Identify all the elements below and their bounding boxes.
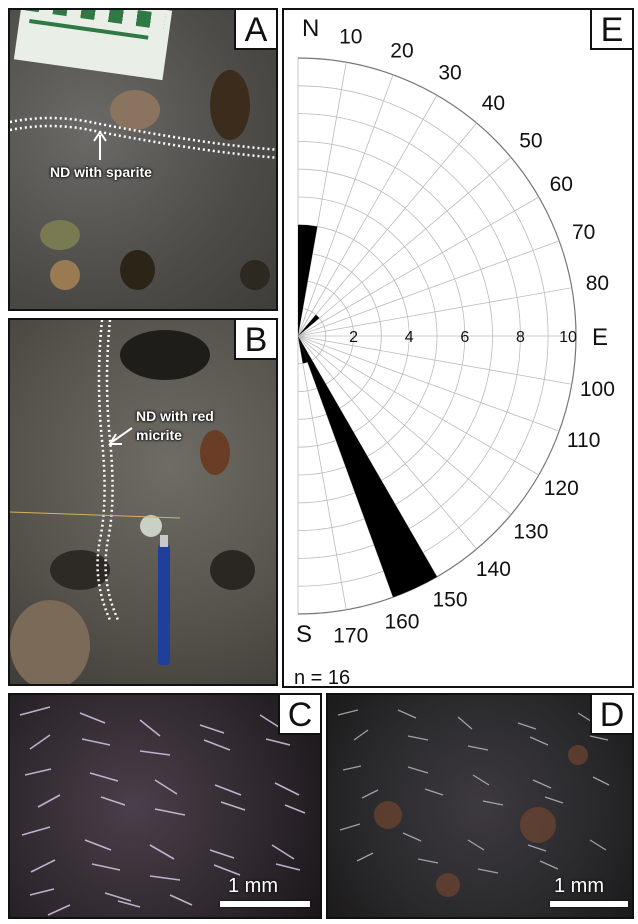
panel-b-annotation-line2: micrite bbox=[136, 427, 182, 443]
panel-c-letter: C bbox=[278, 695, 320, 735]
grid-spoke bbox=[297, 122, 478, 337]
panel-e-letter: E bbox=[590, 10, 632, 50]
sparite-vein-outline bbox=[10, 116, 276, 160]
grid-spoke bbox=[297, 335, 539, 476]
rose-diagram-panel: 2 4 6 8 10 10 20 30 40 50 60 70 80 100 110 120 130 140 150… bbox=[282, 8, 634, 688]
panel-b-letter: B bbox=[234, 320, 276, 360]
crystal-texture-d bbox=[337, 709, 610, 897]
angle-label: 80 bbox=[586, 272, 609, 295]
grid-spoke bbox=[297, 335, 560, 432]
grid-spoke bbox=[297, 196, 539, 337]
panel-a-letter: A bbox=[234, 10, 276, 50]
grid-spoke bbox=[297, 287, 572, 337]
radial-tick-label: 4 bbox=[405, 329, 414, 346]
south-label: S bbox=[296, 621, 312, 648]
petal-0-10 bbox=[298, 224, 318, 336]
scale-bar-d bbox=[550, 901, 628, 907]
radial-tick-label: 8 bbox=[516, 329, 525, 346]
micrite-vein-outline bbox=[10, 320, 181, 621]
panel-d-letter: D bbox=[590, 695, 632, 735]
micrograph-panel-d: 1 mm D bbox=[326, 693, 634, 919]
pencil bbox=[158, 535, 170, 665]
angle-label: 30 bbox=[438, 62, 461, 85]
grid-spoke bbox=[297, 156, 512, 337]
angle-label: 130 bbox=[513, 520, 548, 543]
angle-label: 60 bbox=[550, 173, 573, 196]
scale-bar-c bbox=[220, 901, 310, 907]
grid-spoke bbox=[297, 335, 512, 516]
photo-panel-a: ND with sparite A bbox=[8, 8, 278, 311]
petal-150-160 bbox=[298, 336, 437, 598]
scale-label-c: 1 mm bbox=[228, 875, 278, 897]
grid-spoke bbox=[297, 74, 394, 337]
angle-label: 170 bbox=[333, 624, 368, 647]
petal-40-50 bbox=[298, 314, 320, 336]
angle-label: 50 bbox=[519, 130, 542, 153]
sample-count-label: n = 16 bbox=[294, 667, 350, 686]
angle-label: 110 bbox=[567, 429, 600, 452]
angle-label: 140 bbox=[476, 558, 511, 581]
angle-label: 160 bbox=[384, 611, 419, 634]
angle-label: 20 bbox=[390, 39, 413, 62]
north-label: N bbox=[302, 15, 319, 42]
petal-160-170 bbox=[298, 336, 308, 364]
crystal-texture-c bbox=[19, 706, 306, 916]
photo-panel-b: ND with red micrite B bbox=[8, 318, 278, 686]
rose-petals bbox=[298, 224, 437, 598]
micrograph-panel-c: 1 mm C bbox=[8, 693, 322, 919]
angle-label: 150 bbox=[432, 588, 467, 611]
angle-label: 70 bbox=[572, 221, 595, 244]
angle-label: 10 bbox=[339, 26, 362, 49]
rose-grid bbox=[297, 57, 577, 615]
radial-tick-label: 2 bbox=[349, 329, 358, 346]
grid-spoke bbox=[297, 335, 478, 550]
grid-spoke bbox=[297, 95, 438, 337]
scale-label-d: 1 mm bbox=[554, 875, 604, 897]
radial-tick-label: 6 bbox=[460, 329, 469, 346]
angle-label: 40 bbox=[482, 92, 505, 115]
grid-spoke bbox=[297, 335, 572, 385]
east-label: E bbox=[592, 324, 608, 351]
panel-b-annotation-line1: ND with red bbox=[136, 408, 214, 424]
panel-a-annotation: ND with sparite bbox=[50, 164, 152, 180]
angle-label: 100 bbox=[580, 378, 615, 401]
grid-spoke bbox=[297, 335, 347, 610]
angle-label: 120 bbox=[544, 477, 579, 500]
grid-spoke bbox=[297, 240, 560, 337]
radial-tick-label: 10 bbox=[559, 329, 577, 346]
